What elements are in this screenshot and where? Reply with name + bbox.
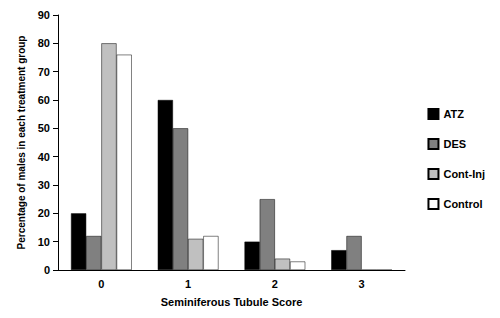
svg-text:20: 20 [38, 207, 50, 219]
svg-text:30: 30 [38, 179, 50, 191]
svg-text:0: 0 [98, 278, 104, 290]
svg-text:Control: Control [443, 198, 482, 210]
svg-text:40: 40 [38, 151, 50, 163]
svg-text:DES: DES [443, 138, 466, 150]
svg-text:Seminiferous Tubule Score: Seminiferous Tubule Score [161, 296, 303, 308]
svg-text:70: 70 [38, 66, 50, 78]
svg-text:ATZ: ATZ [443, 108, 464, 120]
svg-text:90: 90 [38, 9, 50, 21]
svg-text:Cont-Inj: Cont-Inj [443, 168, 485, 180]
svg-text:80: 80 [38, 37, 50, 49]
svg-text:2: 2 [272, 278, 278, 290]
svg-text:50: 50 [38, 122, 50, 134]
svg-text:0: 0 [44, 264, 50, 276]
svg-text:Percentage of males in each tr: Percentage of males in each treatment gr… [16, 36, 27, 250]
svg-text:10: 10 [38, 236, 50, 248]
svg-text:60: 60 [38, 94, 50, 106]
svg-text:1: 1 [185, 278, 191, 290]
svg-text:3: 3 [359, 278, 365, 290]
